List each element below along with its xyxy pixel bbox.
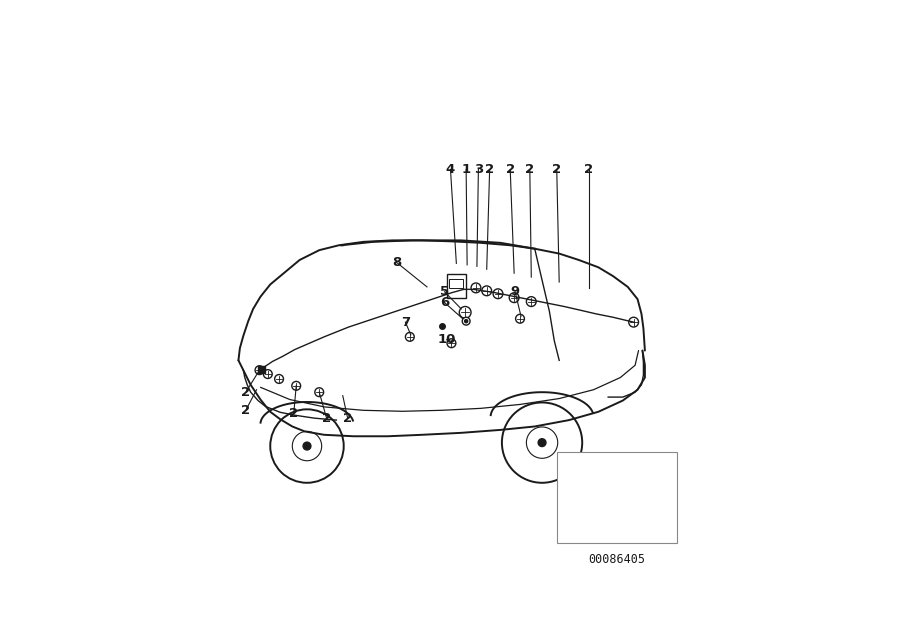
Text: 10: 10 [437, 333, 455, 346]
Text: 00086405: 00086405 [589, 553, 645, 566]
Circle shape [464, 320, 468, 322]
Text: 2: 2 [526, 163, 535, 176]
Text: 2: 2 [343, 411, 352, 425]
Text: 2: 2 [322, 411, 331, 425]
Text: 2: 2 [506, 163, 515, 176]
Text: 6: 6 [440, 296, 449, 309]
Text: 2: 2 [485, 163, 494, 176]
Circle shape [303, 442, 310, 450]
Bar [447, 274, 465, 298]
Circle shape [463, 317, 470, 325]
Text: 5: 5 [440, 286, 449, 298]
Text: 4: 4 [446, 163, 455, 176]
Bar [557, 452, 677, 543]
Text: 2: 2 [241, 404, 250, 417]
Bar [258, 366, 265, 373]
Text: 1: 1 [462, 163, 471, 176]
Text: 8: 8 [392, 256, 401, 269]
Bar [449, 279, 464, 288]
Text: 7: 7 [400, 315, 410, 329]
Text: 9: 9 [510, 286, 519, 298]
Text: 2: 2 [289, 407, 298, 420]
Text: 2: 2 [584, 163, 593, 176]
Text: 2: 2 [241, 385, 250, 399]
Text: 2: 2 [553, 163, 562, 176]
Circle shape [538, 439, 546, 446]
Text: 3: 3 [473, 163, 483, 176]
